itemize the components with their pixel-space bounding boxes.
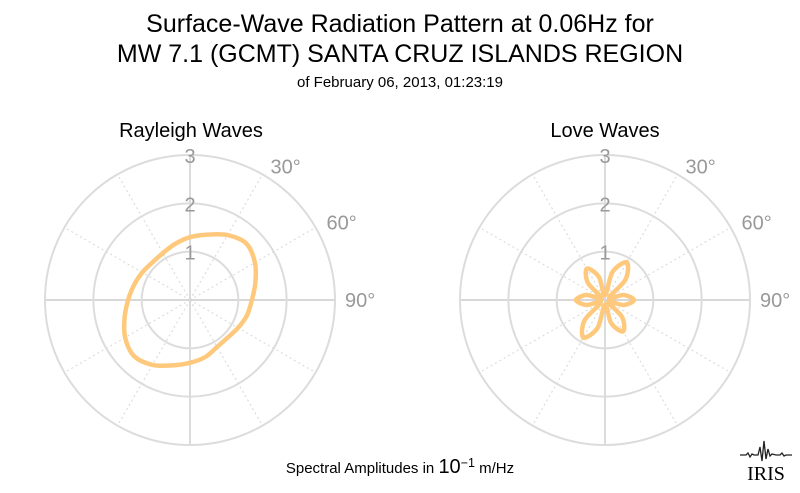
spoke-30 xyxy=(189,174,264,301)
angle-tick-label-30: 30° xyxy=(271,156,301,178)
radial-ring-2 xyxy=(92,202,288,398)
radial-tick-label-1: 1 xyxy=(184,243,195,265)
chart-title-line-1: Surface-Wave Radiation Pattern at 0.06Hz… xyxy=(146,10,654,38)
chart-subtitle: of February 06, 2013, 01:23:19 xyxy=(297,74,503,91)
spoke-150 xyxy=(604,299,679,426)
radial-tick-label-2: 2 xyxy=(599,194,610,216)
radial-ring-3 xyxy=(44,154,336,446)
spoke-300 xyxy=(479,226,606,301)
spoke-210 xyxy=(531,299,606,426)
angle-tick-label-90: 90° xyxy=(760,290,790,312)
spoke-330 xyxy=(116,174,191,301)
spoke-120 xyxy=(189,299,316,374)
spoke-120 xyxy=(604,299,731,374)
spoke-60 xyxy=(189,226,316,301)
radial-tick-label-2: 2 xyxy=(184,194,195,216)
amplitude-units-caption: Spectral Amplitudes in 10−1 m/Hz xyxy=(0,456,800,479)
radial-ring-1 xyxy=(140,250,240,350)
radial-ring-2 xyxy=(507,202,703,398)
angle-tick-label-90: 90° xyxy=(345,290,375,312)
radiation-curve-0 xyxy=(121,231,259,369)
units-caption-exponent: −1 xyxy=(460,456,475,470)
spoke-210 xyxy=(116,299,191,426)
radiation-curve-0 xyxy=(573,259,637,341)
radial-ring-1 xyxy=(555,250,655,350)
spoke-150 xyxy=(189,299,264,426)
angle-tick-label-60: 60° xyxy=(327,213,357,235)
rayleigh-panel-title: Rayleigh Waves xyxy=(119,120,263,142)
spoke-330 xyxy=(531,174,606,301)
angle-tick-label-30: 30° xyxy=(686,156,716,178)
spoke-300 xyxy=(64,226,191,301)
spoke-240 xyxy=(479,299,606,374)
units-caption-unit: m/Hz xyxy=(474,460,515,477)
units-caption-prefix: Spectral Amplitudes in xyxy=(285,460,439,477)
spoke-30 xyxy=(604,174,679,301)
iris-logo: IRIS xyxy=(738,437,794,487)
radial-tick-label-1: 1 xyxy=(599,243,610,265)
spoke-60 xyxy=(604,226,731,301)
iris-logo-text: IRIS xyxy=(747,463,785,485)
seismogram-icon xyxy=(740,440,792,462)
radial-tick-label-3: 3 xyxy=(599,146,610,168)
love-panel-title: Love Waves xyxy=(550,120,660,142)
radial-tick-label-3: 3 xyxy=(184,146,195,168)
units-caption-base: 10 xyxy=(438,456,461,478)
spoke-240 xyxy=(64,299,191,374)
angle-tick-label-60: 60° xyxy=(742,213,772,235)
chart-title-line-2: MW 7.1 (GCMT) SANTA CRUZ ISLANDS REGION xyxy=(116,40,684,68)
radial-ring-3 xyxy=(459,154,751,446)
